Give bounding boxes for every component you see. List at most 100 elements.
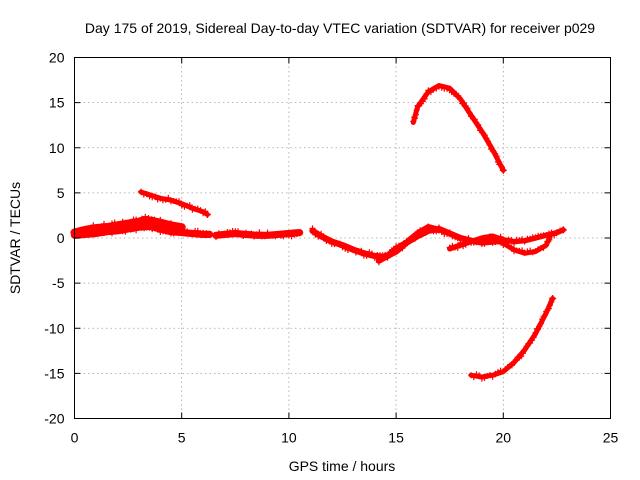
data-point [142,213,149,220]
data-point [165,194,172,201]
data-point [496,161,503,168]
data-point [352,249,359,256]
data-point [524,248,531,255]
data-point [296,229,304,237]
data-point [481,240,488,247]
data-point [101,230,107,236]
data-point [508,362,515,369]
y-tick-label: -20 [44,411,64,427]
data-point [90,222,97,229]
data-point [98,226,105,233]
data-point [436,83,442,90]
data-point [521,346,528,353]
data-point [173,228,180,235]
data-point [421,95,428,102]
data-point [186,202,193,209]
data-point [520,350,526,357]
data-point [508,244,515,251]
data-point [162,228,169,235]
data-point [111,219,118,226]
data-point [412,115,418,122]
data-point [342,245,349,252]
series-arc-4 [212,228,304,241]
data-point [326,237,333,244]
data-point [189,231,196,238]
data-point [549,295,557,302]
series-arc-2 [70,222,214,239]
data-point [508,237,515,243]
x-tick-label: 0 [71,430,79,446]
data-point [178,202,185,209]
x-tick-label: 15 [388,430,404,446]
data-point [455,92,462,99]
data-point [318,230,325,237]
data-point [476,238,483,245]
data-point [406,237,413,244]
data-point [433,228,440,235]
data-point [248,230,255,237]
data-point [135,218,142,225]
data-point [498,237,505,244]
axis-tick-labels: 0 5 10 15 20 25 -20 -15 -10 -5 0 5 10 15 20 [44,50,618,446]
data-point [189,206,196,213]
data-point [547,231,554,239]
data-point [141,225,148,232]
data-point [203,230,210,237]
data-point [457,96,464,103]
data-point [256,229,263,236]
data-point [226,229,233,236]
data-point [119,218,126,225]
y-tick-label: 0 [57,230,65,246]
data-point [363,252,370,259]
data-point [133,227,140,234]
y-tick-label: -10 [44,320,64,336]
data-point [149,194,156,201]
data-point [454,244,461,251]
x-tick-label: 20 [496,430,512,446]
series-arc-9 [410,83,507,174]
data-point [541,312,548,319]
y-tick-label: 10 [49,140,65,156]
data-point [532,329,539,336]
data-point [127,219,134,226]
data-point [336,240,343,247]
data-point [206,230,214,238]
data-point [489,373,496,380]
series-arc-5 [309,223,443,261]
data-point [511,248,517,255]
data-point [139,215,145,222]
data-point [436,224,442,231]
series-arc-6 [375,224,507,266]
data-point [145,215,152,221]
data-point [181,203,188,210]
data-point [138,188,144,195]
data-point [243,229,249,236]
data-point [378,255,385,262]
data-point [559,226,567,234]
data-point [471,116,478,123]
data-point [511,240,517,247]
data-point [203,211,211,218]
y-tick-label: -15 [44,365,64,381]
x-tick-label: 5 [178,430,186,446]
data-point [473,371,480,378]
data-point [493,153,500,160]
data-point [423,91,430,97]
data-point [464,105,471,112]
data-point [339,244,346,251]
data-point [369,250,375,257]
data-point [473,238,480,245]
data-point [494,368,501,375]
y-tick-label: 20 [49,50,65,66]
data-point [476,372,483,379]
data-point [315,233,322,240]
data-point [261,233,268,240]
data-point [485,138,491,145]
data-point [176,229,182,236]
data-point [481,132,488,139]
data-point [240,233,247,239]
data-point [449,233,456,240]
data-point [375,259,382,266]
data-point [213,234,219,241]
data-point [122,228,129,235]
